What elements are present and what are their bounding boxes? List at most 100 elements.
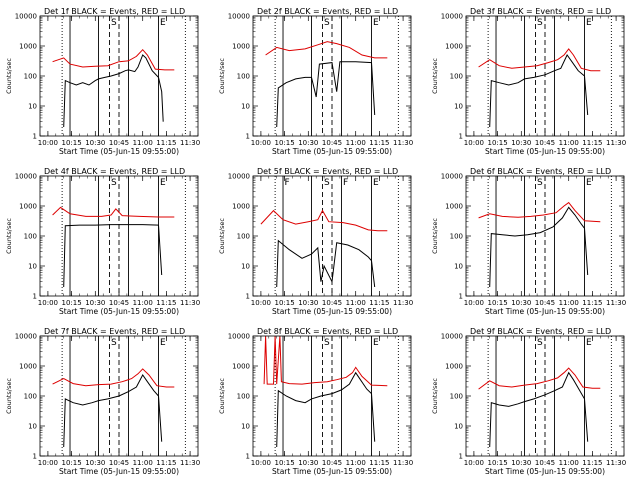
y-tick-label: 10000 (15, 333, 37, 341)
x-tick-label: 10:45 (535, 139, 555, 147)
panel-title: Det 8f BLACK = Events, RED = LLD (257, 327, 398, 336)
x-axis-label: Start Time (05-Jun-15 09:55:00) (485, 467, 605, 476)
panel-title: Det 4f BLACK = Events, RED = LLD (44, 167, 185, 176)
lld-series-line (478, 201, 601, 223)
x-tick-label: 10:15 (275, 459, 295, 467)
y-tick-label: 100 (24, 73, 37, 81)
marker-label: S (111, 178, 117, 188)
y-axis-label: Counts/sec (431, 58, 439, 94)
marker-label: S (324, 18, 330, 28)
panel-5: Det 5f BLACK = Events, RED = LLD Counts/s… (218, 167, 413, 316)
marker-label: E (373, 178, 379, 188)
marker-label: E (586, 18, 592, 28)
x-tick-label: 10:15 (275, 299, 295, 307)
y-tick-label: 10 (28, 103, 37, 111)
y-tick-label: 10000 (228, 333, 250, 341)
y-tick-label: 1000 (19, 363, 37, 371)
x-tick-label: 11:30 (393, 299, 413, 307)
x-tick-label: 10:15 (488, 299, 508, 307)
x-tick-label: 11:00 (559, 459, 579, 467)
y-tick-label: 1 (33, 133, 37, 141)
panel-title: Det 7f BLACK = Events, RED = LLD (44, 327, 185, 336)
y-axis-label: Counts/sec (218, 218, 226, 254)
x-tick-label: 10:15 (488, 459, 508, 467)
panel-frame (465, 335, 625, 457)
y-tick-label: 100 (237, 393, 250, 401)
y-tick-label: 10000 (15, 13, 37, 21)
y-tick-label: 100 (450, 393, 463, 401)
marker-label: E (586, 338, 592, 348)
x-tick-label: 11:00 (133, 139, 153, 147)
events-series-line (276, 239, 376, 288)
panel-7: Det 7f BLACK = Events, RED = LLD Counts/s… (5, 327, 200, 476)
x-tick-label: 10:45 (322, 459, 342, 467)
y-tick-label: 10000 (441, 333, 463, 341)
x-tick-label: 10:00 (38, 139, 58, 147)
panel-title: Det 2f BLACK = Events, RED = LLD (257, 7, 398, 16)
y-axis-label: Counts/sec (5, 218, 13, 254)
x-tick-label: 11:15 (582, 139, 602, 147)
x-axis-label: Start Time (05-Jun-15 09:55:00) (59, 467, 179, 476)
panel-6: Det 6f BLACK = Events, RED = LLD Counts/s… (431, 167, 626, 316)
y-tick-label: 10 (241, 263, 250, 271)
x-tick-label: 11:00 (346, 299, 366, 307)
panel-frame (252, 335, 412, 457)
panel-frame (465, 15, 625, 137)
x-tick-label: 11:00 (559, 139, 579, 147)
panel-9: Det 9f BLACK = Events, RED = LLD Counts/s… (431, 327, 626, 476)
x-tick-label: 11:00 (133, 459, 153, 467)
x-tick-label: 10:30 (511, 299, 531, 307)
y-tick-label: 1000 (445, 363, 463, 371)
y-tick-label: 1 (459, 453, 463, 461)
y-tick-label: 1 (246, 133, 250, 141)
x-tick-label: 10:30 (85, 459, 105, 467)
y-tick-label: 100 (24, 393, 37, 401)
marker-label: S (537, 338, 543, 348)
y-tick-label: 1 (459, 133, 463, 141)
y-tick-label: 1000 (232, 203, 250, 211)
panel-title: Det 1f BLACK = Events, RED = LLD (44, 7, 185, 16)
x-tick-label: 11:30 (180, 139, 200, 147)
y-tick-label: 1 (33, 453, 37, 461)
x-tick-label: 10:30 (298, 139, 318, 147)
marker-label: E (373, 18, 379, 28)
x-tick-label: 11:00 (559, 299, 579, 307)
marker-label: S (537, 18, 543, 28)
y-tick-label: 100 (450, 233, 463, 241)
lld-series-line (478, 367, 601, 390)
x-tick-label: 10:30 (298, 299, 318, 307)
marker-label: S (324, 338, 330, 348)
x-tick-label: 10:15 (62, 299, 82, 307)
x-tick-label: 10:00 (251, 459, 271, 467)
x-tick-label: 11:30 (180, 299, 200, 307)
x-axis-label: Start Time (05-Jun-15 09:55:00) (272, 307, 392, 316)
x-tick-label: 11:15 (369, 139, 389, 147)
y-tick-label: 1000 (19, 203, 37, 211)
y-tick-label: 10 (454, 263, 463, 271)
x-tick-label: 11:15 (582, 299, 602, 307)
x-tick-label: 10:45 (109, 459, 129, 467)
x-tick-label: 10:30 (511, 139, 531, 147)
x-axis-label: Start Time (05-Jun-15 09:55:00) (272, 147, 392, 156)
panel-frame (39, 335, 199, 457)
x-tick-label: 10:15 (275, 139, 295, 147)
panel-frame (465, 175, 625, 297)
y-axis-label: Counts/sec (5, 58, 13, 94)
panel-frame (252, 175, 412, 297)
y-axis-label: Counts/sec (431, 218, 439, 254)
marker-label: S (111, 338, 117, 348)
lld-series-line (478, 48, 601, 72)
x-tick-label: 10:00 (38, 459, 58, 467)
y-tick-label: 1 (33, 293, 37, 301)
x-tick-label: 10:00 (251, 299, 271, 307)
y-tick-label: 10 (454, 423, 463, 431)
x-tick-label: 10:30 (511, 459, 531, 467)
panel-title: Det 3f BLACK = Events, RED = LLD (470, 7, 611, 16)
x-tick-label: 11:30 (393, 459, 413, 467)
panel-frame (39, 175, 199, 297)
events-series-line (63, 224, 163, 288)
events-series-line (489, 54, 589, 128)
y-tick-label: 1000 (19, 43, 37, 51)
x-tick-label: 11:15 (369, 459, 389, 467)
x-tick-label: 11:00 (346, 459, 366, 467)
